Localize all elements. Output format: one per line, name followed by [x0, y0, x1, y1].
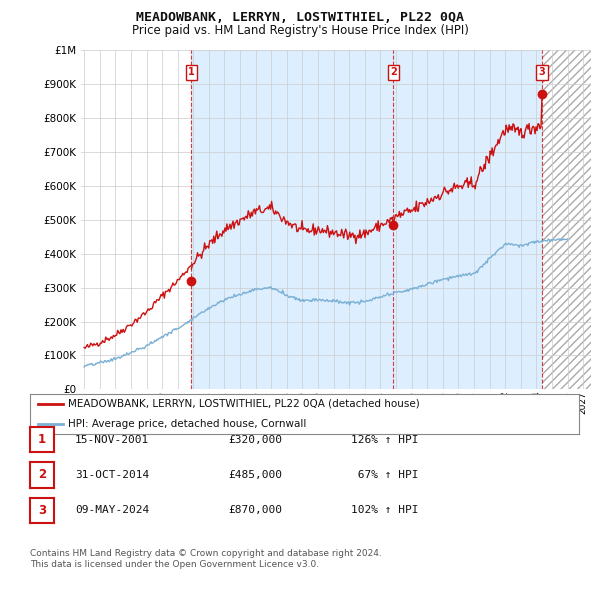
- Text: 126% ↑ HPI: 126% ↑ HPI: [351, 435, 419, 444]
- Bar: [191, 50, 542, 389]
- Text: MEADOWBANK, LERRYN, LOSTWITHIEL, PL22 0QA (detached house): MEADOWBANK, LERRYN, LOSTWITHIEL, PL22 0Q…: [68, 399, 420, 408]
- Text: 1: 1: [188, 67, 195, 77]
- Text: Price paid vs. HM Land Registry's House Price Index (HPI): Price paid vs. HM Land Registry's House …: [131, 24, 469, 37]
- Bar: [542, 50, 591, 389]
- Text: Contains HM Land Registry data © Crown copyright and database right 2024.: Contains HM Land Registry data © Crown c…: [30, 549, 382, 558]
- Text: HPI: Average price, detached house, Cornwall: HPI: Average price, detached house, Corn…: [68, 419, 307, 428]
- Text: 31-OCT-2014: 31-OCT-2014: [75, 470, 149, 480]
- Text: 3: 3: [38, 504, 46, 517]
- Text: This data is licensed under the Open Government Licence v3.0.: This data is licensed under the Open Gov…: [30, 560, 319, 569]
- Text: 2: 2: [390, 67, 397, 77]
- Text: MEADOWBANK, LERRYN, LOSTWITHIEL, PL22 0QA: MEADOWBANK, LERRYN, LOSTWITHIEL, PL22 0Q…: [136, 11, 464, 24]
- Text: £870,000: £870,000: [228, 506, 282, 515]
- Text: 09-MAY-2024: 09-MAY-2024: [75, 506, 149, 515]
- Text: £320,000: £320,000: [228, 435, 282, 444]
- Text: 67% ↑ HPI: 67% ↑ HPI: [351, 470, 419, 480]
- Text: 15-NOV-2001: 15-NOV-2001: [75, 435, 149, 444]
- Text: 102% ↑ HPI: 102% ↑ HPI: [351, 506, 419, 515]
- Text: 2: 2: [38, 468, 46, 481]
- Text: 1: 1: [38, 433, 46, 446]
- Text: £485,000: £485,000: [228, 470, 282, 480]
- Text: 3: 3: [539, 67, 545, 77]
